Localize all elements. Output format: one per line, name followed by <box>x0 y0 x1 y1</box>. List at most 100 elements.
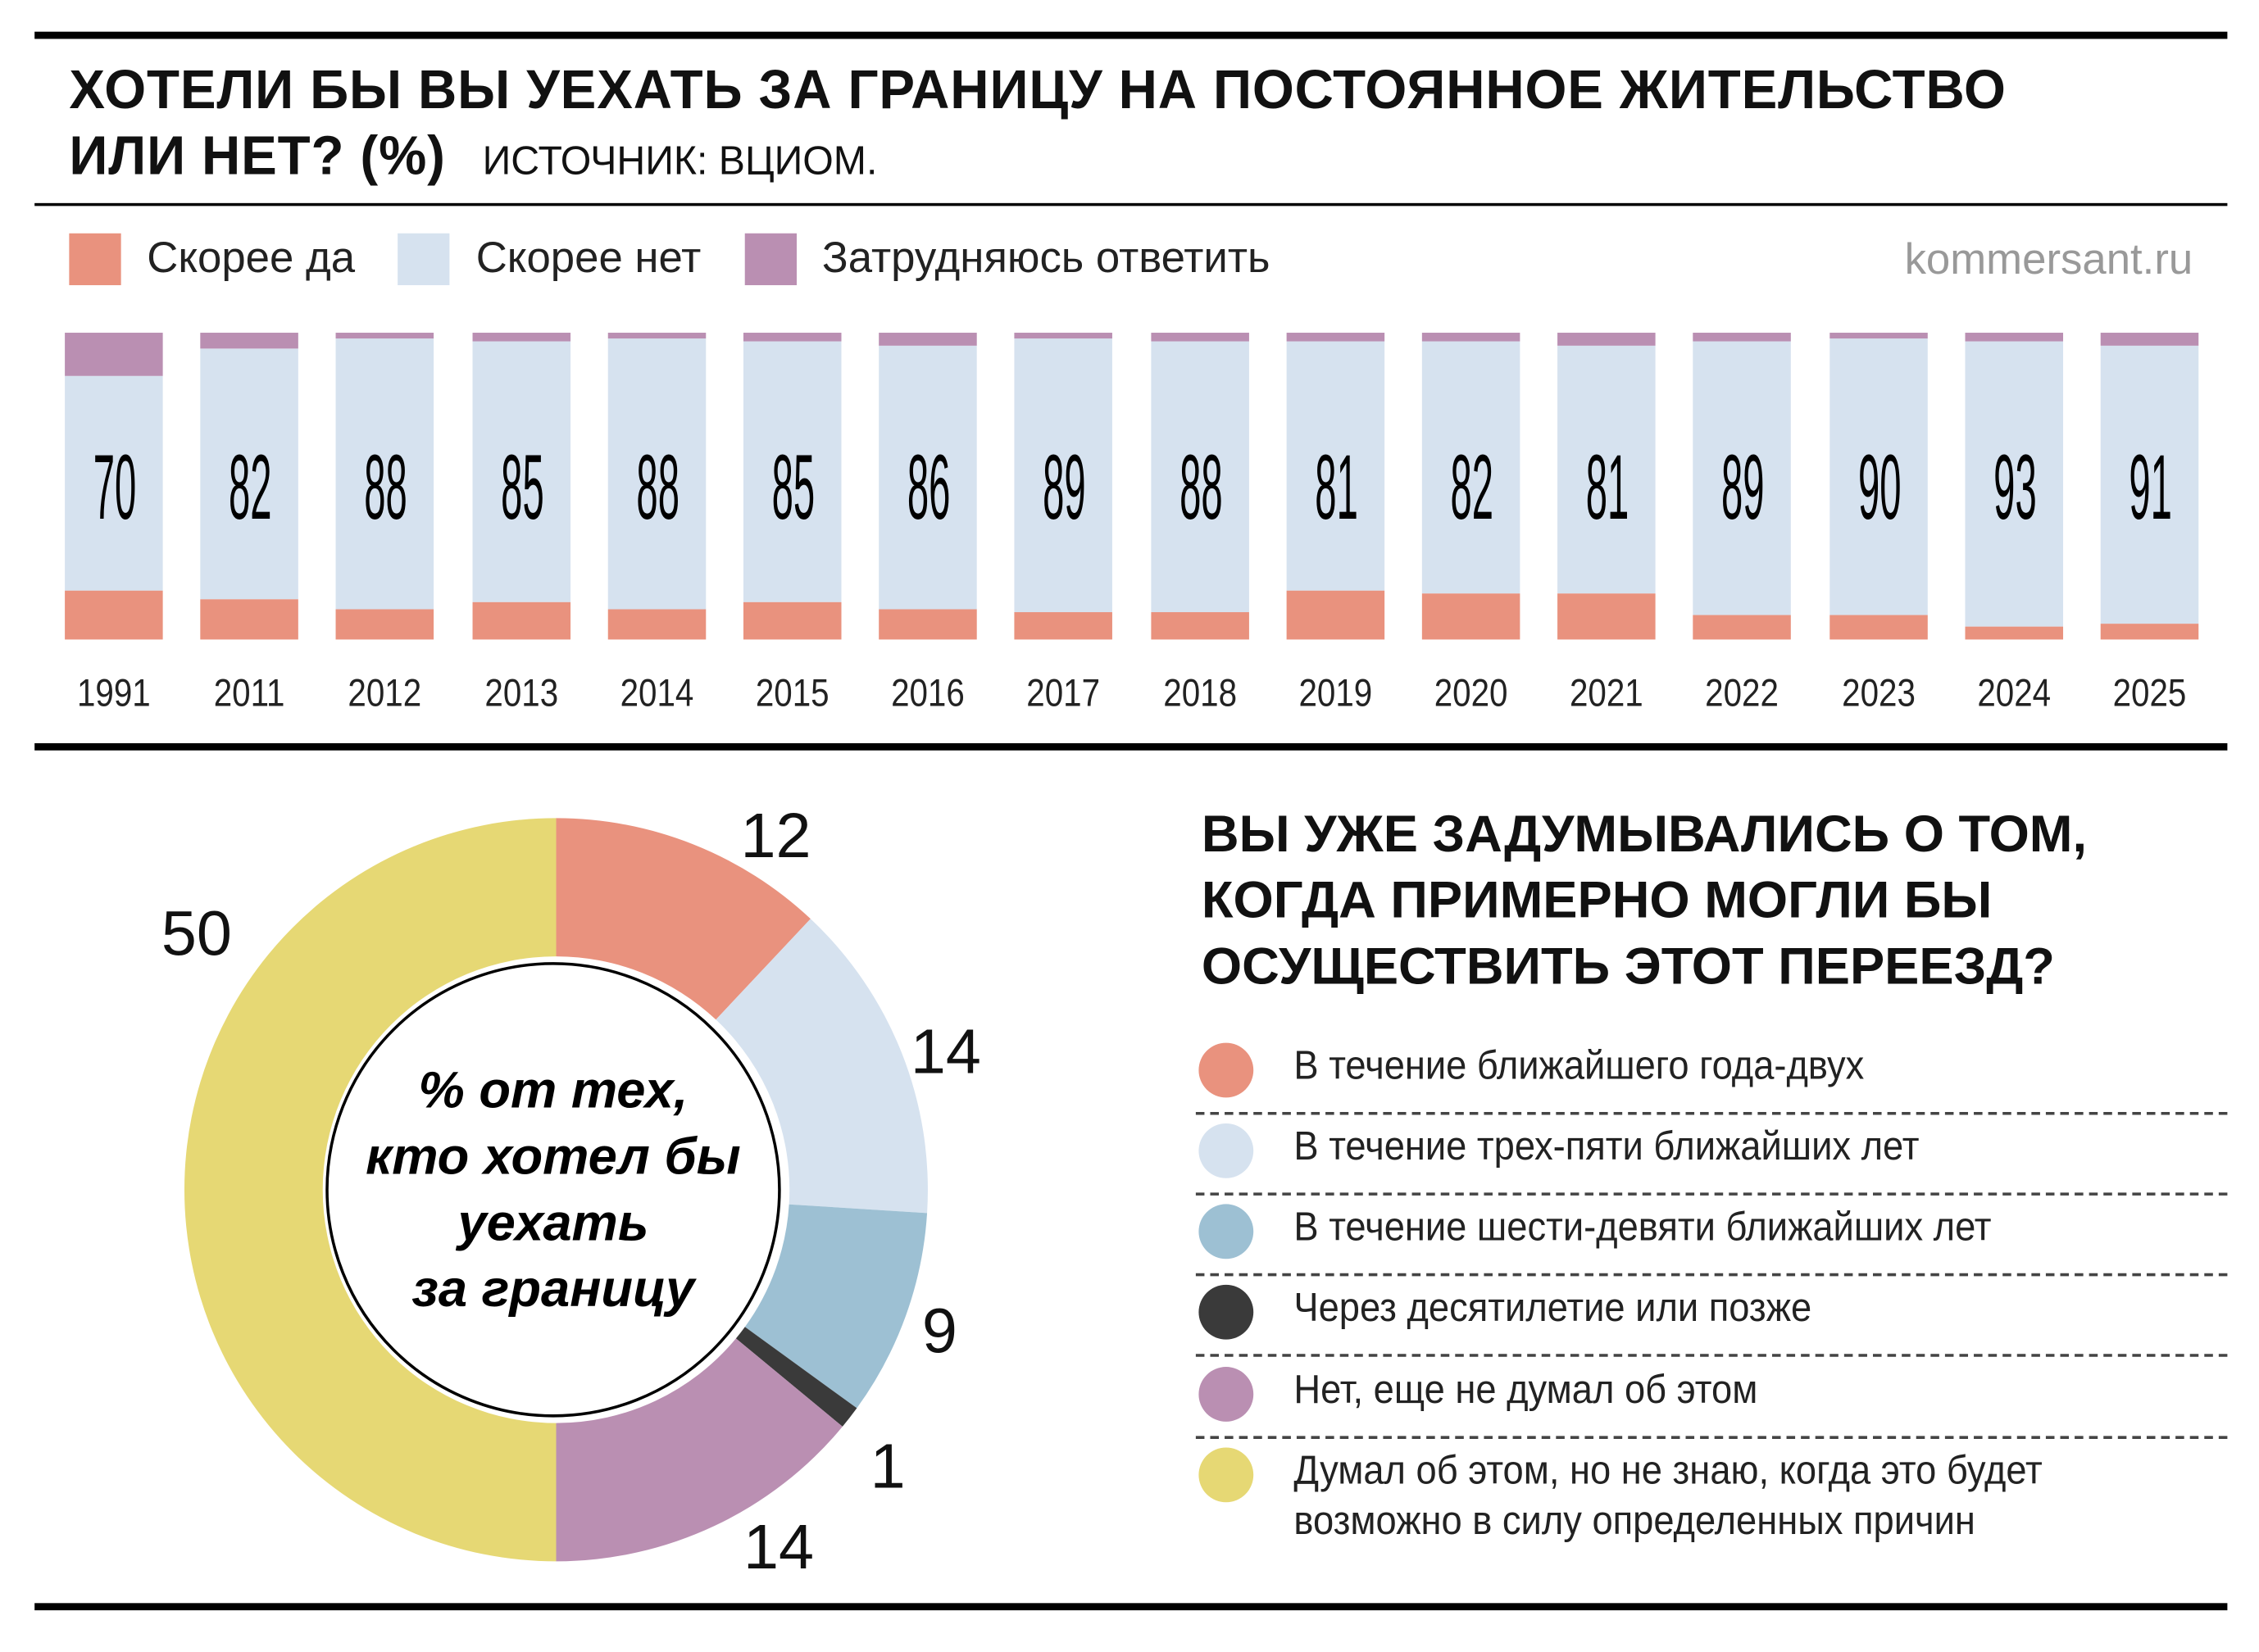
heading-line: ОСУЩЕСТВИТЬ ЭТОТ ПЕРЕЕЗД? <box>1201 936 2055 996</box>
legend-label: Скорее да <box>147 234 356 283</box>
bar-segment-hard <box>65 333 163 376</box>
bar-segment-hard <box>200 333 299 348</box>
year-tick-label: 2021 <box>1570 671 1644 715</box>
bar-value-label: 85 <box>500 434 544 539</box>
bar-segment-no <box>1829 338 1928 615</box>
legend-item: В течение шести-девяти ближайших лет <box>1195 1192 2228 1277</box>
legend-swatch <box>744 233 797 286</box>
bar-segment-hard <box>471 333 570 343</box>
divider <box>34 202 2228 206</box>
bar-value-label: 93 <box>1993 434 2037 539</box>
legend-dot <box>1198 1123 1254 1178</box>
bar-2018: 88 <box>1150 333 1249 640</box>
bar-2019: 81 <box>1286 333 1384 640</box>
bar-segment-hard <box>336 333 434 339</box>
bar-2017: 89 <box>1015 333 1113 640</box>
bar-segment-yes <box>1150 611 1249 640</box>
bar-segment-no <box>2100 345 2199 624</box>
bar-segment-yes <box>1015 611 1113 640</box>
bar-2021: 81 <box>1557 333 1656 640</box>
bar-segment-hard <box>1829 333 1928 339</box>
bar-segment-hard <box>1015 333 1113 339</box>
year-tick-label: 2025 <box>2112 671 2187 715</box>
legend-label: В течение шести-девяти ближайших лет <box>1293 1204 1992 1249</box>
legend-item: Скорее нет <box>398 233 701 286</box>
legend-swatch <box>69 233 121 286</box>
bar-segment-yes <box>2100 624 2199 640</box>
bar-segment-yes <box>336 608 434 640</box>
bar-segment-yes <box>1421 593 1520 640</box>
bar-segment-no <box>607 338 706 609</box>
bar-segment-no <box>1150 342 1249 612</box>
bar-segment-no <box>1693 342 1792 615</box>
legend-item: Скорее да <box>69 233 356 286</box>
legend-dot <box>1198 1284 1254 1340</box>
bar-value-label: 85 <box>771 434 816 539</box>
center-line: за границу <box>411 1259 695 1318</box>
bar-segment-hard <box>1965 333 2063 343</box>
bar-segment-hard <box>1150 333 1249 343</box>
center-line: уехать <box>457 1192 649 1252</box>
year-tick-label: 2013 <box>484 671 558 715</box>
donut-slice <box>744 1204 928 1409</box>
question-heading: ВЫ УЖЕ ЗАДУМЫВАЛИСЬ О ТОМ, КОГДА ПРИМЕРН… <box>1202 801 2087 1000</box>
bar-segment-no <box>1557 345 1656 594</box>
year-tick-label: 2023 <box>1841 671 1916 715</box>
legend-item: Затрудняюсь ответить <box>744 233 1270 286</box>
legend-line: Думал об этом, но не знаю, когда это буд… <box>1293 1447 2043 1492</box>
center-line: % от тех, <box>418 1060 689 1119</box>
legend-dot <box>1198 1367 1254 1422</box>
bar-value-label: 88 <box>364 434 408 539</box>
legend-swatch <box>398 233 451 286</box>
source: ИСТОЧНИК: ВЦИОМ. <box>482 138 878 184</box>
bar-segment-hard <box>1286 333 1384 343</box>
bar-segment-yes <box>1557 593 1656 640</box>
donut-label: 12 <box>740 801 811 872</box>
donut-slice <box>556 818 811 1020</box>
bar-2012: 88 <box>336 333 434 640</box>
bar-segment-yes <box>607 608 706 640</box>
bar-2016: 86 <box>879 333 978 640</box>
bar-2020: 82 <box>1421 333 1520 640</box>
bar-segment-hard <box>2100 333 2199 346</box>
legend-dot <box>1198 1042 1254 1098</box>
bar-value-label: 70 <box>93 434 137 539</box>
page-title: ХОТЕЛИ БЫ ВЫ УЕХАТЬ ЗА ГРАНИЦУ НА ПОСТОЯ… <box>69 57 2006 194</box>
bar-segment-no <box>1286 342 1384 591</box>
legend-item: В течение ближайшего года-двух <box>1195 1032 2228 1115</box>
bar-2024: 93 <box>1965 333 2063 640</box>
bar-segment-hard <box>1421 333 1520 343</box>
year-tick-label: 1991 <box>76 671 151 715</box>
bar-2023: 90 <box>1829 333 1928 640</box>
bar-segment-yes <box>743 602 842 640</box>
bar-segment-no <box>879 345 978 609</box>
bar-segment-yes <box>1286 590 1384 640</box>
legend-label: Через десятилетие или позже <box>1293 1284 1812 1330</box>
bar-2014: 88 <box>607 333 706 640</box>
bar-segment-yes <box>65 590 163 640</box>
legend-item: Через десятилетие или позже <box>1195 1273 2228 1357</box>
bar-segment-no <box>336 338 434 609</box>
legend-line: возможно в силу определенных причин <box>1293 1498 1975 1543</box>
bar-value-label: 90 <box>1857 434 1901 539</box>
year-tick-label: 2011 <box>214 671 285 715</box>
bar-2011: 82 <box>200 333 299 640</box>
heading-line: КОГДА ПРИМЕРНО МОГЛИ БЫ <box>1201 869 1993 929</box>
bar-1991: 70 <box>65 333 163 640</box>
legend-item: В течение трех-пяти ближайших лет <box>1195 1112 2228 1196</box>
legend-label: В течение ближайшего года-двух <box>1293 1042 1865 1088</box>
bar-2022: 89 <box>1693 333 1792 640</box>
center-line: кто хотел бы <box>366 1126 741 1186</box>
bar-segment-no <box>471 342 570 603</box>
bar-segment-no <box>1421 342 1520 594</box>
divider <box>34 31 2228 39</box>
divider <box>34 1603 2228 1611</box>
bar-segment-yes <box>1965 627 2063 640</box>
legend-label: Нет, еще не думал об этом <box>1293 1367 1758 1412</box>
year-tick-label: 2020 <box>1434 671 1508 715</box>
year-tick-label: 2016 <box>891 671 966 715</box>
bar-segment-no <box>1965 342 2063 628</box>
bar-segment-hard <box>743 333 842 343</box>
bar-value-label: 82 <box>1450 434 1494 539</box>
